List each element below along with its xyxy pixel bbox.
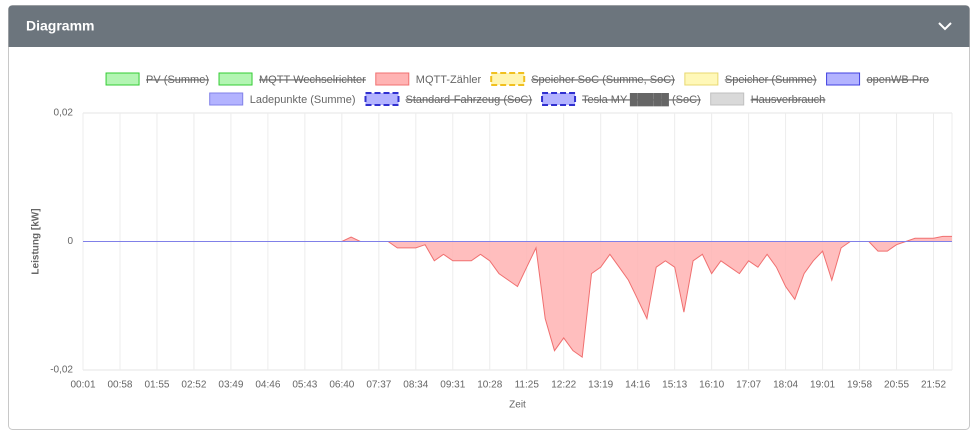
card-header[interactable] (8, 5, 970, 48)
x-tick-label: 21:52 (921, 380, 946, 391)
x-tick-label: 00:01 (70, 380, 95, 391)
collapse-icon[interactable] (938, 22, 952, 31)
x-tick-label: 19:58 (847, 380, 872, 391)
legend-swatch[interactable] (710, 92, 745, 106)
legend-label[interactable]: MQTT-Zähler (416, 74, 482, 86)
x-tick-label: 11:25 (515, 380, 540, 391)
x-tick-label: 09:31 (440, 380, 465, 391)
x-tick-label: 12:22 (551, 380, 576, 391)
y-tick-label: 0,02 (54, 108, 74, 119)
x-axis-title: Zeit (509, 400, 526, 411)
x-tick-label: 16:10 (699, 380, 724, 391)
legend-label[interactable]: Ladepunkte (Summe) (250, 94, 356, 106)
y-axis-title: Leistung [kW] (31, 208, 42, 274)
legend-swatch[interactable] (364, 92, 400, 106)
legend-swatch[interactable] (490, 72, 526, 86)
x-tick-label: 02:52 (181, 380, 206, 391)
x-tick-label: 03:49 (218, 380, 243, 391)
x-tick-label: 13:19 (588, 380, 613, 391)
legend-swatch[interactable] (826, 72, 861, 86)
x-tick-label: 14:16 (625, 380, 650, 391)
x-tick-label: 08:34 (403, 380, 428, 391)
x-tick-label: 04:46 (255, 380, 280, 391)
legend-swatch[interactable] (541, 92, 577, 106)
x-tick-label: 18:04 (773, 380, 798, 391)
legend-swatch[interactable] (375, 72, 410, 86)
x-tick-label: 06:40 (329, 380, 354, 391)
x-tick-label: 01:55 (144, 380, 169, 391)
x-tick-label: 10:28 (477, 380, 502, 391)
x-tick-label: 07:37 (366, 380, 391, 391)
legend-swatch[interactable] (684, 72, 719, 86)
legend-swatch[interactable] (218, 72, 253, 86)
x-tick-label: 20:55 (884, 380, 909, 391)
series-area (83, 236, 952, 358)
legend-swatch[interactable] (209, 92, 244, 106)
card-border (8, 5, 970, 430)
y-tick-label: 0 (67, 236, 73, 247)
x-tick-label: 05:43 (292, 380, 317, 391)
legend-swatch[interactable] (105, 72, 140, 86)
x-tick-label: 19:01 (810, 380, 835, 391)
x-tick-label: 15:13 (662, 380, 687, 391)
x-tick-label: 00:58 (107, 380, 132, 391)
card-title: Diagramm (26, 18, 94, 34)
legend-label[interactable]: Tesla MY-█████ (SoC) (582, 92, 701, 107)
x-tick-label: 17:07 (736, 380, 761, 391)
y-tick-label: -0,02 (50, 365, 73, 376)
